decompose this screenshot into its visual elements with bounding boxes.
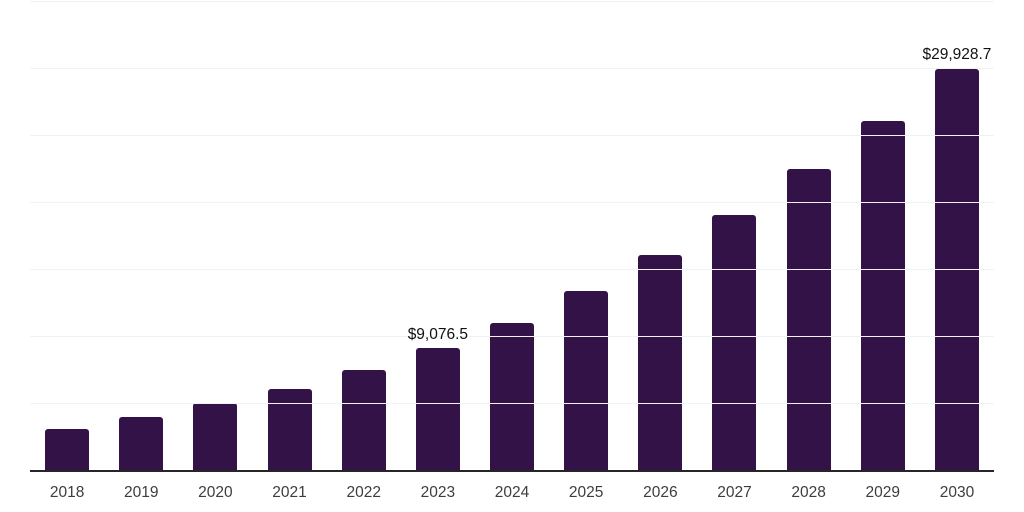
- x-axis-line: [30, 470, 994, 472]
- x-tick-label: 2025: [568, 484, 604, 501]
- plot-area: $9,076.5 $29,928.7: [30, 1, 994, 470]
- bar-2020[interactable]: [193, 403, 238, 470]
- bar-column: [772, 1, 846, 470]
- bar-2024[interactable]: [490, 323, 535, 470]
- bar-2023[interactable]: [415, 348, 460, 470]
- x-tick-label: 2028: [791, 484, 826, 501]
- bar-2019[interactable]: [119, 416, 164, 470]
- x-axis-labels: 2018 2019 2020 2021 2022 2023 2024 2025 2026 2027…: [30, 485, 994, 501]
- bar-column: [252, 1, 326, 470]
- bar-column: [549, 1, 623, 470]
- bar-column: [697, 1, 771, 470]
- gridline: [30, 202, 994, 203]
- bar-value-label: $29,928.7: [922, 46, 992, 64]
- gridline: [30, 269, 994, 270]
- bars-container: $9,076.5 $29,928.7: [30, 1, 994, 470]
- x-tick-label: 2030: [939, 484, 975, 501]
- bar-2027[interactable]: [712, 214, 757, 470]
- bar-column: [104, 1, 178, 470]
- x-tick-label: 2021: [272, 484, 307, 501]
- bar-2028[interactable]: [786, 169, 831, 470]
- gridline: [30, 135, 994, 136]
- gridline: [30, 336, 994, 337]
- bar-2029[interactable]: [860, 120, 905, 470]
- x-tick-label: 2029: [865, 484, 901, 501]
- x-tick-label: 2024: [494, 484, 530, 501]
- x-tick-label: 2027: [717, 484, 752, 501]
- bar-column: $9,076.5: [401, 1, 475, 470]
- bar-2018[interactable]: [45, 428, 90, 470]
- bar-2025[interactable]: [564, 290, 609, 470]
- x-tick-label: 2020: [198, 484, 233, 501]
- bar-column: [846, 1, 920, 470]
- bar-column: [623, 1, 697, 470]
- x-tick-label: 2022: [346, 484, 381, 501]
- bar-2026[interactable]: [638, 254, 683, 470]
- gridline: [30, 403, 994, 404]
- x-tick-label: 2026: [643, 484, 678, 501]
- bar-2022[interactable]: [341, 370, 386, 470]
- bar-column: [475, 1, 549, 470]
- bar-column: [178, 1, 252, 470]
- bar-2021[interactable]: [267, 388, 312, 470]
- gridline: [30, 1, 994, 2]
- x-tick-label: 2023: [420, 484, 456, 501]
- bar-value-label: $9,076.5: [407, 325, 469, 343]
- bar-column: [30, 1, 104, 470]
- x-tick-label: 2018: [49, 484, 85, 501]
- bar-column: [327, 1, 401, 470]
- bar-column: $29,928.7: [920, 1, 994, 470]
- x-tick-label: 2019: [123, 484, 159, 501]
- gridline: [30, 68, 994, 69]
